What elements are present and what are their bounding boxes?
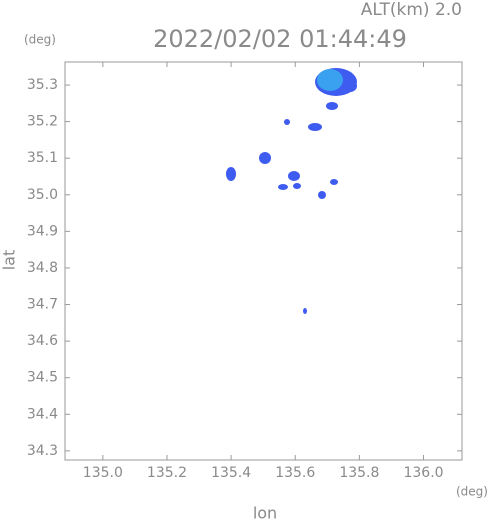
plot-frame xyxy=(64,61,463,461)
echo xyxy=(343,80,357,92)
echo xyxy=(317,69,343,91)
x-tick-label: 135.8 xyxy=(339,465,379,481)
y-tick-label: 34.8 xyxy=(27,260,58,276)
y-tick-label: 35.2 xyxy=(27,114,58,130)
echo xyxy=(318,191,326,199)
x-axis-label: lon xyxy=(253,504,277,521)
echo xyxy=(288,171,300,181)
echo xyxy=(330,179,338,185)
echoes xyxy=(226,68,357,314)
x-tick-label: 136.0 xyxy=(403,465,443,481)
x-tick-label: 135.6 xyxy=(275,465,315,481)
echo xyxy=(284,119,290,125)
altitude-label: ALT(km) 2.0 xyxy=(361,0,462,20)
y-tick-label: 34.3 xyxy=(27,443,58,459)
y-tick-label: 35.1 xyxy=(27,150,58,166)
y-tick-label: 35.3 xyxy=(27,77,58,93)
echo xyxy=(293,183,301,189)
y-tick-label: 34.9 xyxy=(27,223,58,239)
y-tick-label: 35.0 xyxy=(27,187,58,203)
y-tick-label: 34.4 xyxy=(27,406,58,422)
echo xyxy=(303,308,307,314)
y-tick-label: 34.7 xyxy=(27,297,58,313)
y-unit: (deg) xyxy=(24,33,56,47)
echo xyxy=(278,184,288,190)
echo xyxy=(226,167,236,181)
x-tick-label: 135.4 xyxy=(211,465,251,481)
x-unit: (deg) xyxy=(456,485,488,499)
chart-title: 2022/02/02 01:44:49 xyxy=(153,25,407,53)
y-tick-label: 34.6 xyxy=(27,333,58,349)
x-tick-label: 135.0 xyxy=(83,465,123,481)
y-tick-label: 34.5 xyxy=(27,370,58,386)
echo xyxy=(308,123,322,131)
x-tick-label: 135.2 xyxy=(147,465,187,481)
echo xyxy=(259,152,271,164)
y-axis-label: lat xyxy=(0,250,19,271)
echo xyxy=(326,102,338,110)
